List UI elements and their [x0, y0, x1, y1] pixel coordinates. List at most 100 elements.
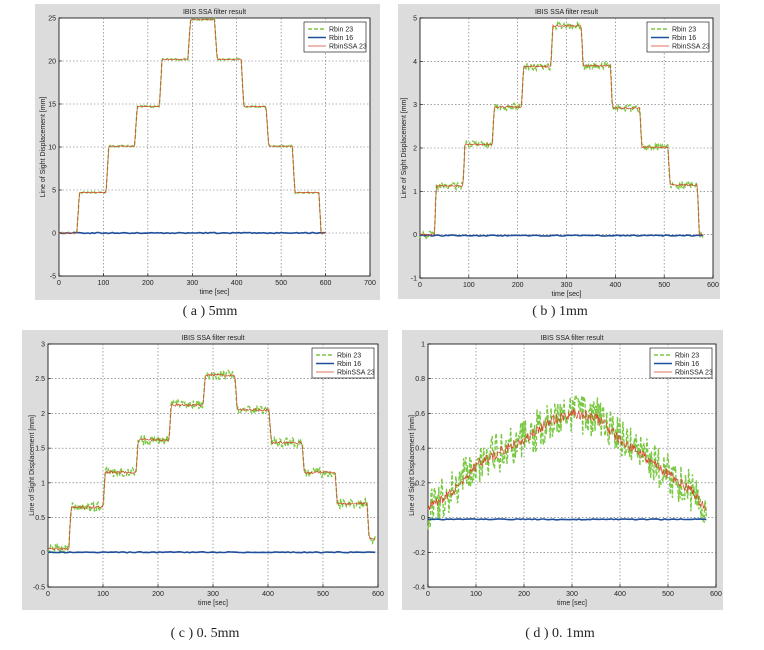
- series-rbin-16-line: [47, 550, 376, 554]
- legend-label-a-1: Rbin 16: [329, 35, 353, 42]
- chart-panel-a: IBIS SSA filter result 0 100 200 300 400 500 60…: [35, 4, 380, 300]
- x-tick-label-c: 400: [262, 591, 274, 598]
- y-tick-label-d: 0.8: [415, 376, 425, 383]
- chart-title-d: IBIS SSA filter result: [540, 335, 603, 342]
- y-tick-label-b: 0: [413, 232, 417, 239]
- series-rbinssa-23-line: [427, 408, 707, 512]
- chart-title-b: IBIS SSA filter result: [535, 9, 598, 16]
- y-tick-label-b: 1: [413, 189, 417, 196]
- y-tick-label-d: 0: [421, 515, 425, 522]
- x-axis-label-d: time [sec]: [557, 600, 587, 607]
- x-tick-label-c: 0: [46, 591, 50, 598]
- y-tick-label-a: 25: [48, 16, 56, 23]
- x-tick-label-a: 400: [231, 280, 243, 287]
- x-tick-label-b: 100: [463, 282, 475, 289]
- x-axis-label-c: time [sec]: [198, 600, 228, 607]
- y-tick-label-c: 3: [41, 342, 45, 349]
- series-rbin-16-line: [58, 231, 326, 235]
- chart-c-svg: IBIS SSA filter result 0 100 200 300 400 500 60…: [22, 330, 388, 610]
- y-tick-label-c: -0.5: [33, 585, 45, 592]
- y-tick-label-a: 15: [48, 102, 56, 109]
- y-axis-label-a: Line of Sight Displacement [mm]: [40, 97, 47, 198]
- plot-area: [47, 343, 379, 588]
- caption-b: ( b ) 1mm: [532, 304, 588, 319]
- y-tick-label-b: 3: [413, 102, 417, 109]
- y-tick-label-d: 0.2: [415, 480, 425, 487]
- legend-label-d-2: RbinSSA 23: [675, 370, 713, 377]
- x-tick-label-a: 300: [186, 280, 198, 287]
- y-tick-label-b: 4: [413, 59, 417, 66]
- x-tick-label-c: 100: [97, 591, 109, 598]
- chart-d-svg: IBIS SSA filter result 0 100 200 300 400 500 60…: [402, 330, 723, 610]
- y-tick-label-a: 20: [48, 59, 56, 66]
- x-tick-label-a: 700: [364, 280, 376, 287]
- y-tick-label-c: 0: [41, 550, 45, 557]
- x-tick-label-d: 0: [426, 591, 430, 598]
- caption-c: ( c ) 0. 5mm: [170, 626, 240, 641]
- y-tick-label-d: -0.2: [413, 550, 425, 557]
- series-rbinssa-23-line: [58, 19, 326, 234]
- y-tick-label-d: -0.4: [413, 585, 425, 592]
- x-tick-label-a: 600: [320, 280, 332, 287]
- y-tick-label-c: 2.5: [35, 376, 45, 383]
- chart-b-svg: IBIS SSA filter result 0 100 200 300 400 500 60…: [398, 4, 720, 299]
- series-rbin-16-line: [427, 517, 707, 521]
- legend-label-b-1: Rbin 16: [672, 35, 696, 42]
- y-tick-label-d: 0.4: [415, 446, 425, 453]
- x-tick-label-c: 500: [317, 591, 329, 598]
- chart-panel-c: IBIS SSA filter result 0 100 200 300 400 500 60…: [22, 330, 388, 610]
- series-rbin-16-line: [419, 234, 704, 237]
- x-tick-label-d: 400: [614, 591, 626, 598]
- legend-label-c-2: RbinSSA 23: [337, 370, 375, 377]
- legend-label-c-0: Rbin 23: [337, 353, 361, 360]
- y-axis-label-b: Line of Sight Displacement [mm]: [401, 98, 408, 199]
- y-tick-label-b: 5: [413, 16, 417, 23]
- legend-label-a-0: Rbin 23: [329, 27, 353, 34]
- y-tick-label-a: -5: [50, 274, 56, 281]
- x-tick-label-d: 100: [470, 591, 482, 598]
- x-tick-label-b: 300: [561, 282, 573, 289]
- y-tick-label-b: 2: [413, 146, 417, 153]
- chart-panel-b: IBIS SSA filter result 0 100 200 300 400 500 60…: [398, 4, 720, 299]
- legend-label-a-2: RbinSSA 23: [329, 44, 367, 51]
- y-tick-label-d: 0.6: [415, 411, 425, 418]
- y-axis-label-d: Line of Sight Displacement [mm]: [409, 415, 416, 516]
- y-tick-label-d: 1: [421, 342, 425, 349]
- x-tick-label-d: 200: [518, 591, 530, 598]
- x-tick-label-c: 200: [152, 591, 164, 598]
- chart-title-c: IBIS SSA filter result: [181, 335, 244, 342]
- legend-label-d-0: Rbin 23: [675, 353, 699, 360]
- chart-panel-d: IBIS SSA filter result 0 100 200 300 400 500 60…: [402, 330, 723, 610]
- series-rbinssa-23-line: [419, 23, 704, 236]
- x-tick-label-a: 500: [275, 280, 287, 287]
- x-tick-label-b: 500: [658, 282, 670, 289]
- x-tick-label-c: 600: [372, 591, 384, 598]
- x-tick-label-a: 100: [98, 280, 110, 287]
- legend-label-c-1: Rbin 16: [337, 361, 361, 368]
- series-rbin-23-line: [419, 20, 704, 240]
- y-tick-label-c: 1.5: [35, 446, 45, 453]
- y-tick-label-a: 0: [52, 231, 56, 238]
- legend-label-d-1: Rbin 16: [675, 361, 699, 368]
- x-tick-label-a: 0: [57, 280, 61, 287]
- y-tick-label-b: -1: [411, 276, 417, 283]
- y-tick-label-a: 5: [52, 188, 56, 195]
- legend-label-b-2: RbinSSA 23: [672, 44, 710, 51]
- legend-label-b-0: Rbin 23: [672, 27, 696, 34]
- x-tick-label-b: 200: [512, 282, 524, 289]
- x-tick-label-b: 400: [609, 282, 621, 289]
- series-rbinssa-23-line: [47, 373, 376, 551]
- x-tick-label-b: 0: [418, 282, 422, 289]
- x-tick-label-b: 600: [707, 282, 719, 289]
- y-axis-label-c: Line of Sight Displacement [mm]: [29, 415, 36, 516]
- x-tick-label-d: 600: [710, 591, 722, 598]
- caption-a: ( a ) 5mm: [182, 304, 238, 319]
- x-axis-label-a: time [sec]: [200, 289, 230, 296]
- x-tick-label-a: 200: [142, 280, 154, 287]
- caption-d: ( d ) 0. 1mm: [525, 626, 595, 641]
- x-tick-label-d: 300: [566, 591, 578, 598]
- y-tick-label-c: 2: [41, 411, 45, 418]
- y-tick-label-c: 0.5: [35, 515, 45, 522]
- x-axis-label-b: time [sec]: [552, 291, 582, 298]
